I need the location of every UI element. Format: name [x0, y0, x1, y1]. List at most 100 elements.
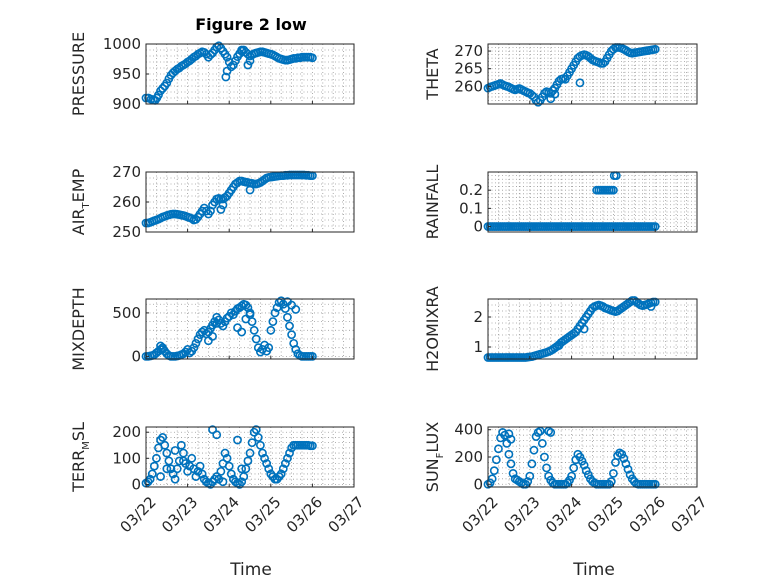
x-tick-label: 03/25	[241, 493, 284, 536]
y-tick-label: 260	[112, 193, 141, 211]
data-point-terr_msl	[283, 453, 292, 463]
y-tick-label: 1	[473, 338, 483, 356]
data-point-sun_flux	[504, 449, 514, 459]
data-point-terr_msl	[218, 477, 228, 487]
data-point-theta	[527, 90, 537, 100]
data-point-terr_msl	[208, 425, 217, 435]
y-tick-label: 500	[112, 304, 141, 322]
data-point-mixdepth	[268, 317, 278, 327]
data-point-terr_msl	[168, 469, 178, 479]
data-point-pressure	[221, 72, 231, 82]
data-point-sun_flux	[527, 459, 537, 469]
data-point-mixdepth	[266, 325, 276, 335]
data-point-sun_flux	[506, 434, 516, 444]
data-point-terr_msl	[172, 464, 182, 474]
y-tick-label: 0	[131, 475, 141, 493]
data-point-sun_flux	[537, 438, 547, 448]
axes-frame	[145, 298, 355, 360]
data-point-mixdepth	[212, 318, 222, 328]
data-point-mixdepth	[270, 308, 280, 318]
y-tick-label: 100	[112, 449, 141, 467]
subplot-rainfall: 00.10.2 RAINFALL	[423, 165, 698, 240]
figure-title: Figure 2 low	[195, 15, 307, 34]
data-point-theta	[575, 78, 585, 88]
data-point-terr_msl	[164, 456, 174, 466]
y-tick-label: 0	[473, 475, 483, 493]
data-point-terr_msl	[241, 464, 251, 474]
data-point-theta	[533, 97, 543, 107]
y-tick-label: 250	[112, 223, 141, 241]
axes-frame	[487, 298, 698, 360]
data-point-terr_msl	[156, 472, 165, 481]
data-point-terr_msl	[307, 441, 317, 451]
data-point-pressure	[307, 53, 317, 63]
data-point-terr_msl	[245, 448, 255, 458]
x-tick-label: 03/27	[324, 493, 367, 536]
x-tick-label: 03/24	[200, 493, 243, 536]
data-point-terr_msl	[162, 448, 172, 458]
data-point-terr_msl	[253, 433, 263, 442]
data-point-sun_flux	[489, 466, 499, 476]
data-point-pressure	[222, 52, 232, 62]
data-point-h2omixra	[646, 302, 656, 311]
data-point-terr_msl	[151, 453, 161, 463]
data-point-sun_flux	[540, 452, 549, 462]
y-tick-label: 0	[131, 347, 141, 365]
axes-frame	[487, 43, 698, 105]
data-point-terr_msl	[260, 453, 269, 463]
data-point-mixdepth	[193, 334, 203, 344]
data-point-mixdepth	[158, 345, 168, 354]
x-tick-label: 03/22	[458, 493, 501, 536]
subplot-h2omixra: 1 2 H2OMIXRA	[423, 286, 698, 372]
data-point-air_temp	[218, 200, 228, 210]
x-tick-label: 03/23	[158, 493, 201, 536]
data-point-pressure	[228, 60, 238, 70]
data-point-terr_msl	[222, 453, 232, 463]
y-tick-label: 0.1	[459, 199, 483, 217]
data-point-sun_flux	[621, 459, 631, 469]
data-point-sun_flux	[623, 464, 633, 474]
y-tick-label: 400	[454, 421, 483, 439]
data-point-sun_flux	[546, 428, 556, 437]
y-tick-label: 0	[473, 218, 483, 236]
data-point-terr_msl	[251, 425, 261, 435]
x-tick-label: 03/23	[500, 493, 543, 536]
data-point-terr_msl	[262, 459, 272, 468]
data-point-mixdepth	[283, 312, 292, 322]
y-axis-label: RAINFALL	[423, 165, 442, 240]
y-axis-label: PRESSURE	[69, 32, 88, 116]
data-point-theta	[540, 89, 549, 98]
data-point-mixdepth	[291, 345, 301, 354]
data-point-sun_flux	[650, 479, 660, 489]
data-point-terr_msl	[149, 461, 159, 471]
data-point-air_temp	[245, 185, 255, 195]
data-point-terr_msl	[166, 464, 176, 474]
data-point-terr_msl	[247, 438, 257, 448]
data-point-terr_msl	[278, 464, 288, 474]
data-point-sun_flux	[619, 453, 629, 463]
data-point-sun_flux	[491, 455, 501, 465]
y-tick-label: 200	[112, 423, 141, 441]
data-point-mixdepth	[237, 327, 247, 337]
axes-frame	[145, 426, 355, 488]
data-point-terr_msl	[170, 446, 180, 455]
data-point-mixdepth	[245, 310, 255, 320]
data-point-sun_flux	[542, 463, 551, 473]
data-point-terr_msl	[158, 433, 168, 442]
data-point-sun_flux	[606, 477, 616, 486]
y-tick-label: 200	[454, 448, 483, 466]
x-tick-label: 03/26	[626, 493, 669, 536]
data-point-sun_flux	[500, 430, 510, 440]
data-point-terr_msl	[187, 453, 197, 463]
data-point-air_temp	[216, 205, 226, 214]
data-point-pressure	[222, 66, 232, 76]
data-point-terr_msl	[147, 469, 157, 479]
data-point-terr_msl	[280, 459, 290, 468]
data-point-terr_msl	[162, 464, 172, 474]
x-tick-label: 03/25	[584, 493, 627, 536]
x-tick-label: 03/22	[116, 493, 159, 536]
data-point-terr_msl	[197, 469, 207, 479]
